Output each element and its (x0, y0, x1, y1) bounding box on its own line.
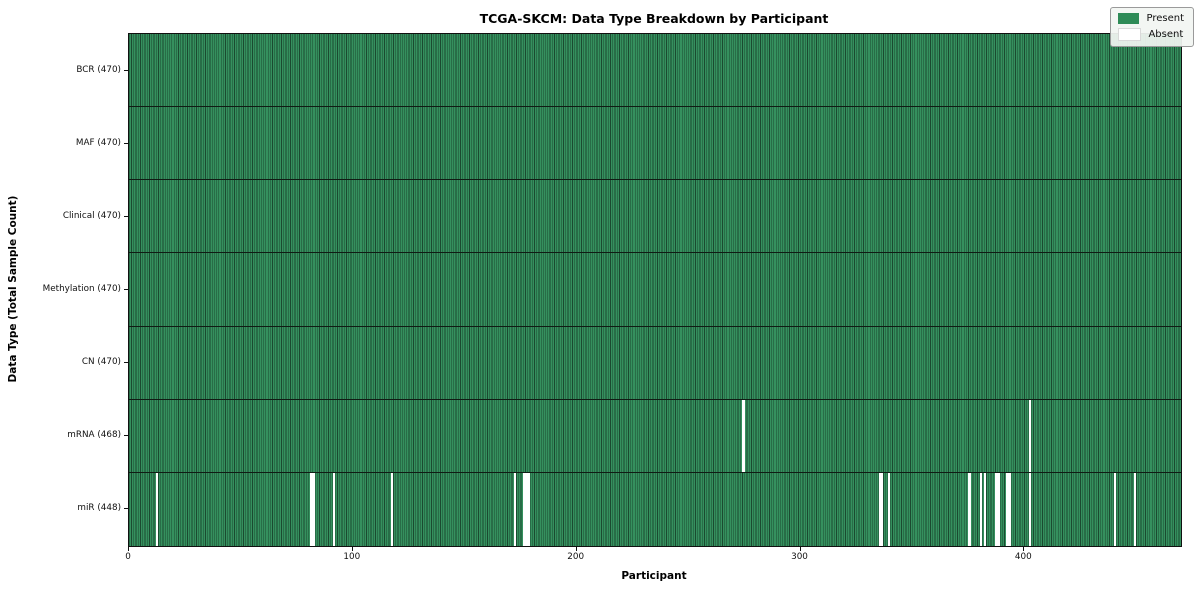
y-tick-mark (124, 289, 128, 290)
y-tick-mark (124, 362, 128, 364)
y-tick-label-bcr: BCR (470) (76, 64, 121, 75)
absent-stripe (310, 472, 313, 546)
y-tick-label-maf: MAF (470) (75, 137, 121, 148)
heatmap-row-mir (129, 472, 1181, 546)
heatmap-row-mrna (129, 399, 1181, 473)
legend-present-label: Present (1146, 13, 1184, 24)
x-axis-label: Participant (621, 570, 687, 582)
absent-stripe (312, 472, 315, 546)
legend-absent-label: Absent (1148, 29, 1184, 40)
heatmap-row-clinical (129, 180, 1181, 254)
absent-stripe (968, 472, 971, 546)
x-tick-mark (351, 546, 353, 551)
x-tick-mark (1023, 546, 1025, 551)
absent-stripe (1006, 472, 1009, 546)
absent-stripe (887, 472, 890, 546)
absent-stripe (332, 472, 335, 546)
x-tick-label-100: 100 (343, 552, 361, 562)
absent-stripe (979, 472, 982, 546)
legend-item-present: Present (1118, 13, 1184, 24)
y-axis-label: Data Type (Total Sample Count) (7, 195, 19, 383)
absent-swatch-icon (1118, 28, 1142, 41)
absent-stripe (1028, 399, 1032, 472)
x-tick-mark (799, 546, 801, 551)
absent-stripe (984, 472, 987, 546)
y-tick-label-cn: CN (470) (81, 357, 121, 368)
y-tick-mark (124, 508, 128, 510)
absent-stripe (390, 472, 394, 546)
x-tick-label-400: 400 (1014, 552, 1032, 562)
heatmap-row-methylation (129, 253, 1181, 327)
absent-stripe (878, 472, 882, 546)
y-tick-label-mrna: mRNA (468) (67, 430, 121, 441)
present-swatch-icon (1118, 13, 1140, 24)
x-tick-mark (575, 546, 577, 551)
absent-stripe (1134, 472, 1137, 546)
legend: Present Absent (1110, 7, 1194, 47)
y-tick-mark (124, 69, 128, 71)
y-tick-mark (124, 435, 128, 437)
absent-stripe (513, 472, 517, 546)
y-tick-mark (124, 142, 128, 144)
x-tick-mark (128, 546, 129, 551)
x-tick-label-0: 0 (125, 552, 131, 562)
y-tick-mark (124, 215, 128, 217)
absent-stripe (995, 472, 998, 546)
heatmap-row-bcr (129, 34, 1181, 108)
absent-stripe (1008, 472, 1011, 546)
y-tick-label-methylation: Methylation (470) (42, 284, 121, 294)
absent-stripe (1113, 472, 1117, 546)
x-tick-label-300: 300 (791, 552, 808, 562)
legend-item-absent: Absent (1118, 28, 1184, 41)
absent-stripe (997, 472, 1000, 546)
absent-stripe (525, 472, 528, 546)
absent-stripe (1028, 472, 1032, 546)
heatmap-plot-area (128, 33, 1182, 547)
x-tick-label-200: 200 (567, 552, 585, 562)
heatmap-row-maf (129, 107, 1181, 181)
y-tick-label-clinical: Clinical (470) (62, 210, 121, 221)
absent-stripe (155, 472, 159, 546)
chart-title: TCGA-SKCM: Data Type Breakdown by Partic… (479, 11, 829, 26)
heatmap-row-cn (129, 326, 1181, 400)
absent-stripe (522, 472, 526, 546)
absent-stripe (881, 472, 884, 546)
absent-stripe (742, 399, 745, 472)
y-tick-label-mir: miR (448) (77, 503, 121, 514)
absent-stripe (527, 472, 530, 546)
